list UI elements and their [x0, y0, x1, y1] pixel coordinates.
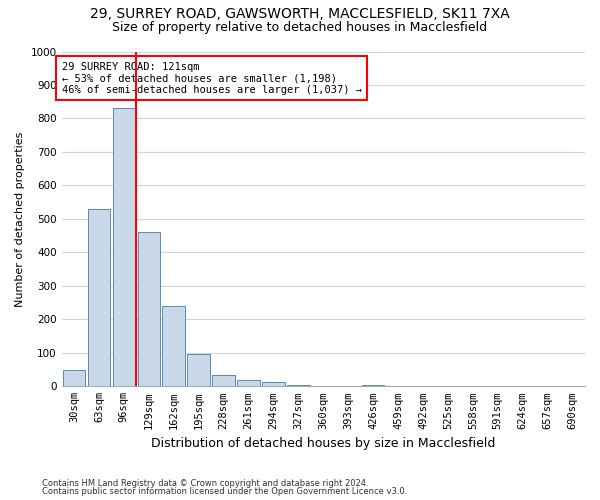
Text: 29 SURREY ROAD: 121sqm
← 53% of detached houses are smaller (1,198)
46% of semi-: 29 SURREY ROAD: 121sqm ← 53% of detached… — [62, 62, 362, 94]
Text: 29, SURREY ROAD, GAWSWORTH, MACCLESFIELD, SK11 7XA: 29, SURREY ROAD, GAWSWORTH, MACCLESFIELD… — [90, 8, 510, 22]
Bar — [287, 384, 310, 386]
Bar — [212, 374, 235, 386]
Bar — [262, 382, 284, 386]
Bar — [362, 384, 385, 386]
Bar — [163, 306, 185, 386]
Bar — [237, 380, 260, 386]
Text: Contains HM Land Registry data © Crown copyright and database right 2024.: Contains HM Land Registry data © Crown c… — [42, 478, 368, 488]
X-axis label: Distribution of detached houses by size in Macclesfield: Distribution of detached houses by size … — [151, 437, 496, 450]
Text: Size of property relative to detached houses in Macclesfield: Size of property relative to detached ho… — [112, 21, 488, 34]
Y-axis label: Number of detached properties: Number of detached properties — [15, 131, 25, 306]
Bar — [187, 354, 210, 386]
Bar — [88, 209, 110, 386]
Bar — [113, 108, 135, 386]
Bar — [137, 232, 160, 386]
Bar — [63, 370, 85, 386]
Text: Contains public sector information licensed under the Open Government Licence v3: Contains public sector information licen… — [42, 487, 407, 496]
